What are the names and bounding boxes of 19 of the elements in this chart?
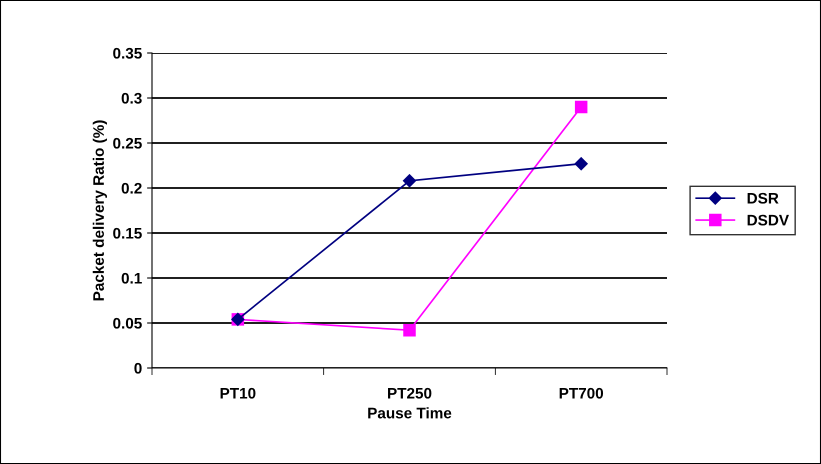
- point: [403, 324, 416, 336]
- point: [574, 157, 588, 170]
- y-tick-label: 0.1: [122, 272, 142, 284]
- y-tick-label: 0.05: [113, 318, 142, 329]
- x-tick-label: PT250: [388, 388, 432, 399]
- point: [402, 174, 416, 188]
- point: [574, 100, 588, 114]
- x-tick-label: PT700: [560, 388, 604, 399]
- y-tick-label: 0.25: [113, 138, 142, 149]
- y-tick-label: 0.35: [113, 48, 142, 59]
- legend-label: DSR: [748, 192, 779, 204]
- y-axis-title: Packet delivery Ratio (%): [92, 120, 107, 300]
- x-axis-title: Pause Time: [368, 407, 452, 418]
- legend-label: DSDV: [748, 214, 789, 226]
- y-tick-label: 0.2: [122, 182, 142, 194]
- y-tick-label: 0.15: [113, 228, 142, 239]
- x-tick-label: PT10: [220, 388, 256, 399]
- y-tick-label: 0: [134, 362, 142, 374]
- y-tick-label: 0.3: [122, 92, 142, 104]
